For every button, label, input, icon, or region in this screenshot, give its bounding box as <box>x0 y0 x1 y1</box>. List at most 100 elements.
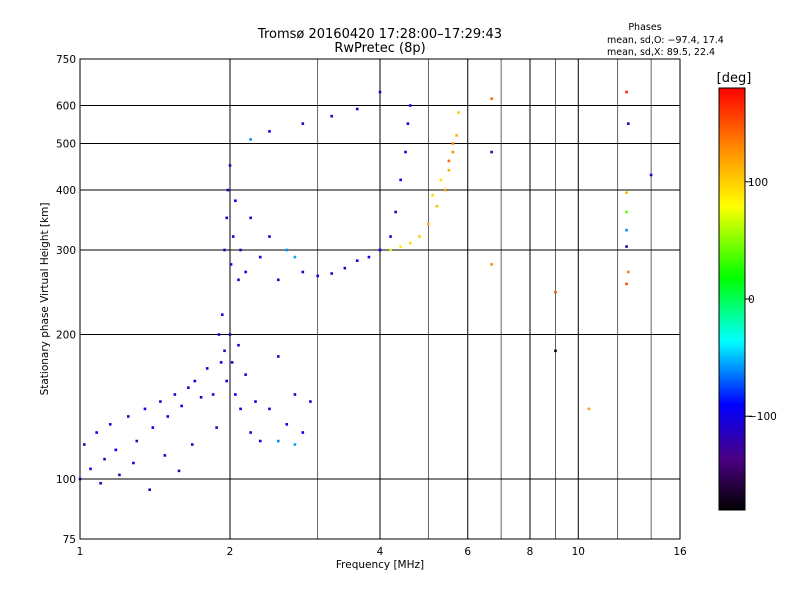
data-point <box>223 248 226 252</box>
data-point <box>457 111 460 114</box>
colorbar-tick-label: 100 <box>748 177 768 189</box>
data-point <box>285 248 289 252</box>
data-point <box>301 431 305 434</box>
data-point <box>451 150 455 154</box>
data-point <box>627 270 630 274</box>
data-point <box>406 122 410 125</box>
data-point <box>276 355 280 358</box>
data-point <box>399 245 402 248</box>
data-point <box>293 393 297 396</box>
data-point <box>159 400 162 403</box>
data-point <box>254 400 257 403</box>
data-point <box>239 407 242 411</box>
data-point <box>199 396 203 399</box>
data-point <box>173 393 177 396</box>
x-tick-label: 16 <box>673 546 687 558</box>
data-point <box>625 191 628 194</box>
data-point <box>249 216 252 220</box>
data-point <box>234 393 237 396</box>
data-point <box>554 349 557 353</box>
data-point <box>418 235 421 238</box>
data-point <box>268 235 271 238</box>
data-point <box>193 379 197 383</box>
data-point <box>187 386 190 389</box>
data-point <box>239 248 242 252</box>
data-point <box>443 188 447 192</box>
colorbar-ticks: 100 0 −100 <box>745 177 777 423</box>
y-tick-labels: 75 100 200 300 400 500 600 750 <box>56 54 76 546</box>
x-tick-label: 2 <box>227 546 234 558</box>
data-point <box>82 443 86 446</box>
data-point <box>180 404 184 408</box>
data-point <box>389 235 392 238</box>
y-tick-label: 750 <box>56 54 76 66</box>
data-point <box>378 248 382 252</box>
data-points <box>78 90 653 492</box>
stats-line-x: mean, sd,X: 89.5, 22.4 <box>607 47 715 58</box>
data-point <box>316 274 320 278</box>
data-point <box>367 255 371 259</box>
data-point <box>301 270 305 274</box>
data-point <box>625 90 628 94</box>
data-point <box>225 216 229 220</box>
data-point <box>166 415 170 418</box>
data-point <box>143 407 147 411</box>
data-point <box>625 228 628 232</box>
data-point <box>231 235 235 238</box>
data-point <box>426 222 430 226</box>
data-point <box>451 142 455 145</box>
data-point <box>301 122 305 125</box>
x-tick-label: 8 <box>527 546 534 558</box>
data-point <box>228 333 232 336</box>
data-point <box>625 282 628 286</box>
data-point <box>190 443 194 446</box>
data-point <box>490 97 493 100</box>
y-tick-label: 200 <box>56 330 76 342</box>
data-point <box>249 431 252 434</box>
data-point <box>163 454 167 457</box>
data-point <box>132 461 135 465</box>
data-point <box>490 150 493 154</box>
data-point <box>95 431 98 434</box>
data-point <box>293 443 297 446</box>
data-point <box>244 270 247 274</box>
data-point <box>309 400 312 403</box>
data-point <box>627 122 630 125</box>
data-point <box>378 90 382 94</box>
data-point <box>330 114 334 118</box>
data-point <box>225 379 229 383</box>
chart-title: Tromsø 20160420 17:28:00–17:29:43 <box>257 27 502 42</box>
data-point <box>228 164 232 167</box>
data-point <box>118 473 121 477</box>
data-point <box>237 278 240 282</box>
colorbar <box>718 87 746 511</box>
colorbar-label: [deg] <box>717 71 752 86</box>
x-tick-labels: 1 2 4 6 8 10 16 <box>77 546 687 558</box>
data-point <box>554 290 557 294</box>
plot-frame <box>79 58 681 540</box>
data-point <box>293 255 297 259</box>
y-tick-label: 600 <box>56 101 76 113</box>
data-point <box>404 150 407 154</box>
data-point <box>355 107 359 111</box>
data-point <box>244 373 247 376</box>
data-point <box>230 361 234 364</box>
x-tick-label: 6 <box>464 546 471 558</box>
data-point <box>394 210 397 214</box>
data-point <box>408 241 412 245</box>
colorbar-tick-label: 0 <box>748 294 755 306</box>
y-tick-label: 300 <box>56 245 76 257</box>
data-point <box>649 173 653 177</box>
data-point <box>343 266 347 270</box>
data-point <box>258 439 262 443</box>
data-point <box>455 134 458 137</box>
data-point <box>389 248 392 252</box>
chart-subtitle: RwPretec (8p) <box>334 41 425 56</box>
data-point <box>108 423 112 426</box>
x-tick-label: 4 <box>377 546 384 558</box>
y-tick-label: 400 <box>56 185 76 197</box>
colorbar-tick-label: −100 <box>748 411 777 423</box>
data-point <box>490 263 493 266</box>
data-point <box>625 245 628 248</box>
